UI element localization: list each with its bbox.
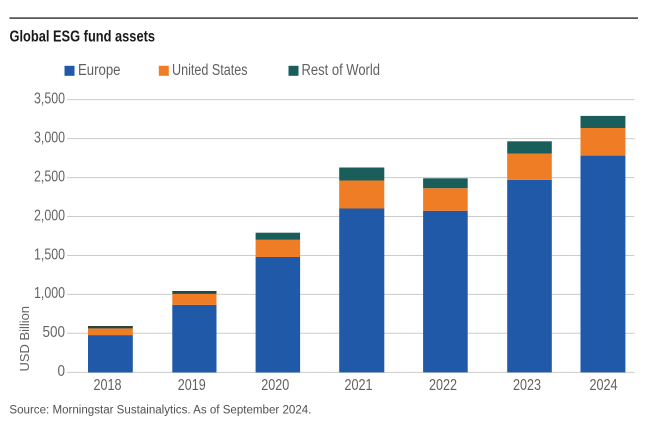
svg-text:2,500: 2,500 — [34, 168, 65, 185]
svg-text:0: 0 — [58, 363, 66, 380]
svg-text:2020: 2020 — [261, 377, 289, 394]
svg-text:USD Billion: USD Billion — [18, 306, 32, 372]
svg-text:Europe: Europe — [78, 62, 121, 79]
svg-text:2024: 2024 — [590, 377, 618, 394]
svg-text:1,000: 1,000 — [34, 285, 65, 302]
svg-text:2022: 2022 — [429, 377, 457, 394]
svg-text:1,500: 1,500 — [34, 246, 65, 263]
svg-text:2019: 2019 — [178, 377, 206, 394]
svg-text:2023: 2023 — [513, 377, 541, 394]
svg-text:500: 500 — [43, 324, 66, 341]
svg-text:3,000: 3,000 — [34, 129, 65, 146]
svg-text:2,000: 2,000 — [34, 207, 65, 224]
svg-text:United States: United States — [172, 62, 248, 79]
svg-text:Source: Morningstar Sustainaly: Source: Morningstar Sustainalytics. As o… — [9, 404, 311, 416]
svg-text:Global ESG fund assets: Global ESG fund assets — [10, 29, 156, 46]
svg-text:2021: 2021 — [345, 377, 373, 394]
svg-text:2018: 2018 — [94, 377, 122, 394]
svg-text:Rest of World: Rest of World — [302, 62, 381, 79]
svg-text:3,500: 3,500 — [34, 90, 65, 107]
